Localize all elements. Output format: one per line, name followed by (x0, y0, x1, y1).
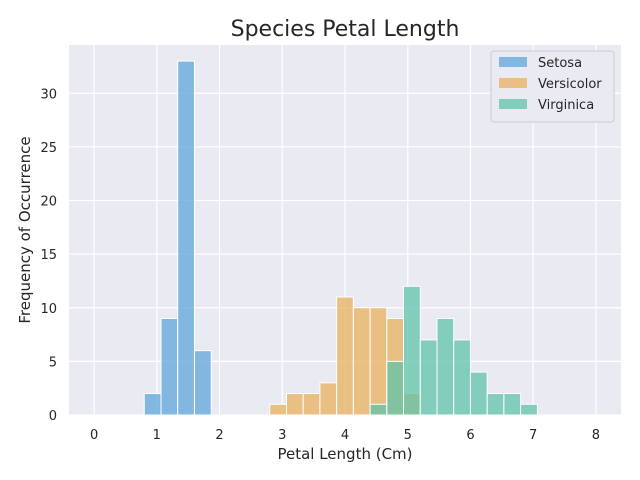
legend: Setosa Versicolor Virginica (490, 50, 615, 123)
bar-virginica (469, 371, 488, 416)
legend-swatch-versicolor (499, 78, 527, 88)
bar-setosa (177, 60, 195, 416)
x-axis-label: Petal Length (Cm) (277, 445, 412, 463)
bar-versicolor (302, 393, 321, 416)
chart-title: Species Petal Length (231, 17, 460, 42)
bar-versicolor (269, 403, 287, 416)
y-tick-labels: 0 5 10 15 20 25 30 (40, 87, 57, 424)
y-tick-label: 5 (49, 355, 57, 370)
bar-virginica (486, 393, 505, 416)
bar-virginica (436, 317, 455, 416)
y-tick-label: 25 (40, 141, 57, 156)
bar-setosa (160, 317, 179, 416)
y-tick-label: 30 (40, 87, 57, 102)
legend-label-setosa: Setosa (538, 56, 582, 71)
bar-setosa (193, 350, 212, 416)
legend-label-versicolor: Versicolor (538, 77, 602, 92)
bars-group (143, 60, 538, 416)
y-tick-label: 20 (40, 195, 57, 210)
bar-virginica (453, 339, 471, 416)
bar-versicolor (369, 307, 388, 416)
bar-virginica (419, 339, 438, 416)
bar-setosa (143, 393, 162, 416)
bar-virginica (520, 403, 538, 416)
legend-label-virginica: Virginica (538, 98, 594, 113)
x-tick-label: 1 (153, 428, 161, 443)
bar-versicolor (319, 382, 338, 416)
bar-virginica (386, 360, 405, 416)
bar-virginica (503, 393, 522, 416)
bar-versicolor (285, 393, 304, 416)
legend-swatch-setosa (499, 57, 527, 67)
series-setosa (143, 60, 212, 416)
x-tick-label: 6 (466, 428, 474, 443)
x-tick-label: 5 (404, 428, 412, 443)
y-axis-label: Frequency of Occurrence (16, 136, 34, 323)
x-tick-label: 0 (90, 428, 98, 443)
bar-virginica (403, 285, 421, 416)
x-tick-labels: 0 1 2 3 4 5 6 7 8 (90, 428, 600, 443)
x-tick-label: 3 (278, 428, 286, 443)
legend-swatch-virginica (499, 99, 527, 109)
x-tick-label: 4 (341, 428, 349, 443)
bar-virginica (369, 403, 388, 416)
x-tick-label: 7 (529, 428, 537, 443)
y-tick-label: 0 (49, 409, 57, 424)
x-tick-label: 2 (215, 428, 223, 443)
y-tick-label: 15 (40, 248, 57, 263)
x-tick-label: 8 (592, 428, 600, 443)
series-virginica (369, 285, 538, 416)
bar-versicolor (336, 296, 354, 416)
bar-versicolor (352, 307, 371, 416)
y-tick-label: 10 (40, 302, 57, 317)
